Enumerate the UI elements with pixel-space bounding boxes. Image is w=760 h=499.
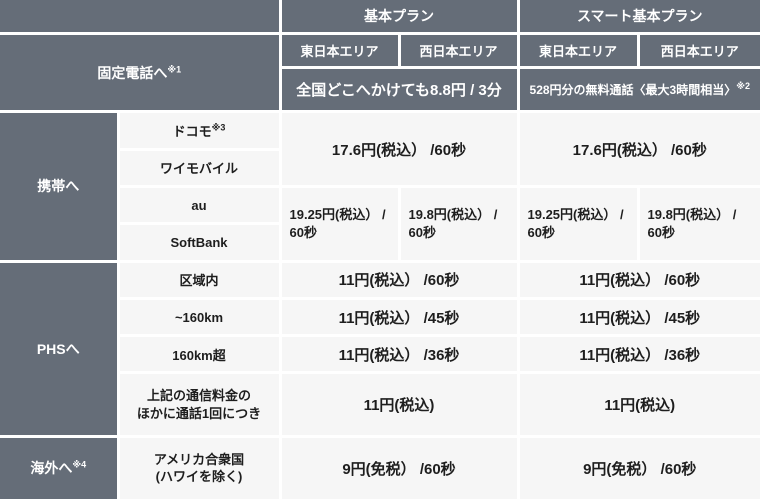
phs-percall-label: 上記の通信料金の ほかに通話1回につき [116,371,282,438]
docomo-smart-rate: 17.6円(税込） /60秒 [516,110,760,188]
carrier-docomo-label: ドコモ※3 [116,110,282,151]
fixed-line-label: 固定電話へ※1 [0,31,282,114]
docomo-basic-rate: 17.6円(税込） /60秒 [278,110,520,188]
corner-blank-cell [0,0,282,35]
area-smart-east-header: 東日本エリア [516,31,640,70]
plan-smart-header: スマート基本プラン [516,0,760,35]
au-smart-west-rate: 19.8円(税込） / 60秒 [636,184,760,263]
phs-160km-smart-rate: 11円(税込） /45秒 [516,296,760,338]
phs-over160km-smart-rate: 11円(税込） /36秒 [516,334,760,375]
phs-over160km-basic-rate: 11円(税込） /36秒 [278,334,520,375]
phs-percall-basic-rate: 11円(税込) [278,371,520,438]
plan-basic-header: 基本プラン [278,0,520,35]
au-basic-west-rate: 19.8円(税込） / 60秒 [397,184,520,263]
fixed-smart-note: ※2 [736,81,750,92]
fixed-smart-rate: 528円分の無料通話〈最大3時間相当〉※2 [516,66,760,114]
phs-over160km-label: 160km超 [116,334,282,375]
phs-percall-smart-rate: 11円(税込) [516,371,760,438]
phs-160km-basic-rate: 11円(税込） /45秒 [278,296,520,338]
overseas-destination-label: アメリカ合衆国 (ハワイを除く) [116,434,282,499]
overseas-basic-rate: 9円(免税） /60秒 [278,434,520,499]
mobile-section-label: 携帯へ [0,110,120,263]
overseas-note: ※4 [72,459,87,470]
phs-160km-label: ~160km [116,296,282,338]
carrier-ymobile-label: ワイモバイル [116,147,282,188]
phs-section-label: PHSへ [0,259,120,438]
phs-zone-smart-rate: 11円(税込） /60秒 [516,259,760,300]
area-basic-east-header: 東日本エリア [278,31,401,70]
area-basic-west-header: 西日本エリア [397,31,520,70]
phs-zone-label: 区域内 [116,259,282,300]
carrier-au-label: au [116,184,282,226]
docomo-note: ※3 [211,122,226,133]
phs-zone-basic-rate: 11円(税込） /60秒 [278,259,520,300]
overseas-section-label: 海外へ※4 [0,434,120,499]
fixed-basic-rate: 全国どこへかけても8.8円 / 3分 [278,66,520,114]
au-basic-east-rate: 19.25円(税込） / 60秒 [278,184,401,263]
area-smart-west-header: 西日本エリア [636,31,760,70]
au-smart-east-rate: 19.25円(税込） / 60秒 [516,184,640,263]
overseas-smart-rate: 9円(免税） /60秒 [516,434,760,499]
carrier-softbank-label: SoftBank [116,222,282,263]
fixed-line-note: ※1 [167,63,182,74]
